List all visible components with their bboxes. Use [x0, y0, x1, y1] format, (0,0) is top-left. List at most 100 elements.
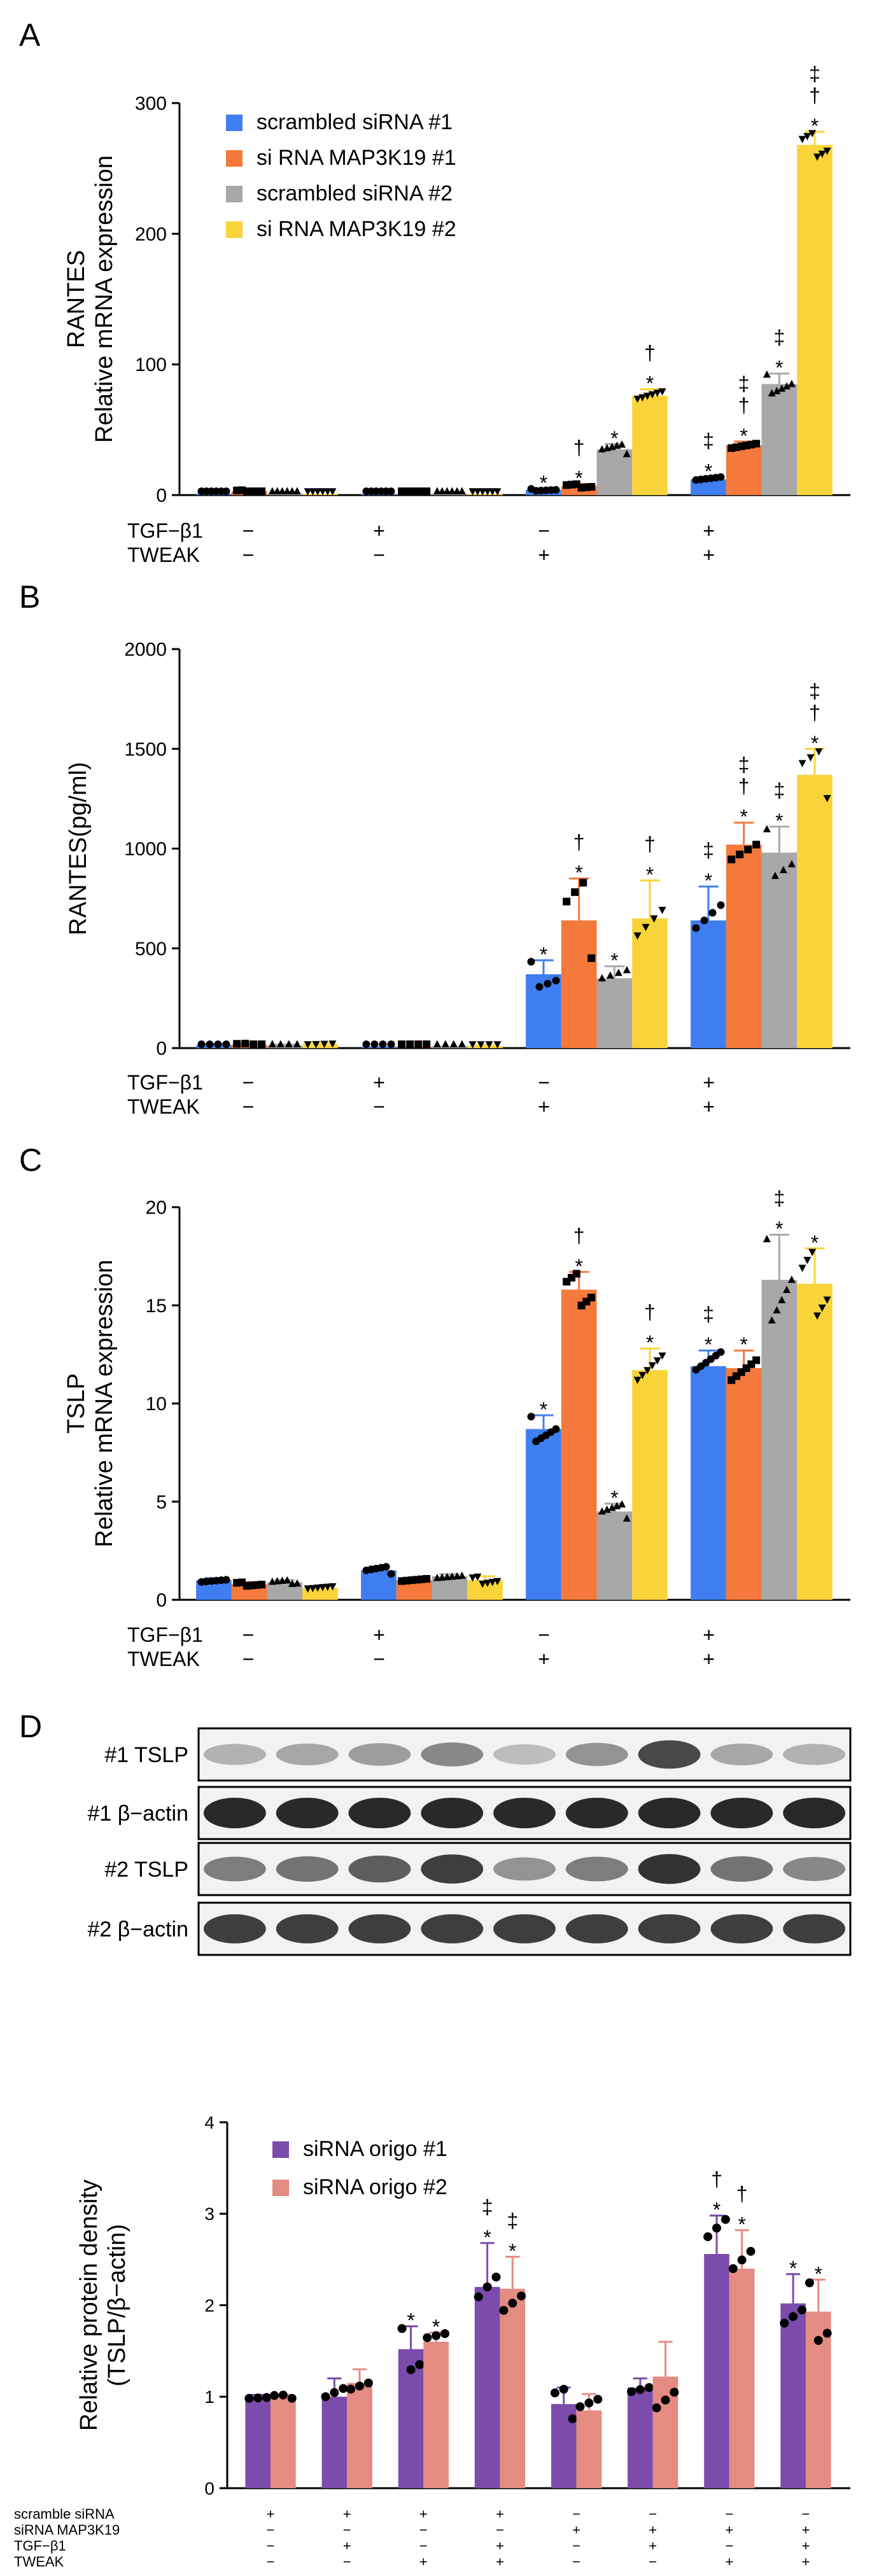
data-point [752, 440, 761, 448]
chart-panel-a: A 0 100 200 300 RANTES Relative mRNA expressio… [19, 17, 850, 566]
data-point [517, 2291, 526, 2300]
significance-mark: * [811, 732, 819, 755]
data-point [633, 395, 642, 403]
y-tick-label: 0 [156, 1039, 167, 1060]
condition-symbol: − [267, 2522, 275, 2538]
y-axis-label: RANTES [63, 250, 90, 348]
significance-mark: * [483, 2226, 491, 2249]
significance-mark: * [509, 2239, 516, 2262]
significance-mark: * [646, 1331, 654, 1354]
bar-a-0-1 [361, 493, 397, 495]
data-point [622, 449, 631, 458]
data-point [527, 958, 535, 966]
data-point [312, 1040, 320, 1049]
blot-band [348, 1797, 411, 1829]
blot-row-label: #1 TSLP [104, 1743, 188, 1767]
data-point [479, 488, 487, 496]
y-tick-label: 0 [156, 1590, 167, 1611]
significance-mark: † [644, 1301, 656, 1324]
data-point [468, 1041, 477, 1049]
condition-symbol: − [649, 2506, 657, 2522]
data-point [771, 871, 779, 879]
condition-symbol: − [243, 519, 255, 542]
blot-band [783, 1797, 846, 1829]
data-point [423, 1040, 431, 1048]
condition-symbol: + [802, 2522, 810, 2538]
data-point [206, 1040, 214, 1048]
significance-mark: * [610, 1487, 618, 1509]
bar-b-1-1 [396, 1046, 432, 1048]
bar-c-0-2 [526, 1429, 561, 1600]
data-point [355, 2381, 365, 2391]
data-point [593, 2395, 603, 2404]
data-point [440, 2329, 450, 2339]
significance-mark: † [736, 2183, 748, 2206]
y-axis-label: RANTES(pg/ml) [65, 762, 92, 935]
data-point [803, 1257, 812, 1264]
condition-symbol: + [373, 1623, 385, 1646]
significance-mark: ‡ [703, 1303, 714, 1326]
condition-row-label: TWEAK [127, 1095, 200, 1118]
condition-symbol: − [267, 2554, 275, 2570]
data-point [458, 487, 466, 494]
data-point [606, 971, 614, 979]
condition-symbol: − [243, 1623, 255, 1646]
data-point [477, 1041, 485, 1049]
data-point [493, 488, 502, 496]
significance-mark: † [573, 437, 585, 459]
data-point [438, 487, 446, 494]
significance-mark: ‡ [703, 429, 714, 452]
data-point [423, 2333, 432, 2342]
data-point [798, 136, 806, 144]
bar-c-2-2 [596, 1511, 633, 1600]
significance-mark: ‡ [482, 2195, 493, 2218]
data-point [700, 916, 708, 925]
data-point [508, 2299, 517, 2308]
data-point [806, 754, 815, 762]
significance-mark: † [644, 342, 656, 365]
condition-symbol: + [703, 1623, 715, 1646]
y-tick-label: 500 [135, 939, 167, 960]
data-point [283, 487, 292, 494]
bar-a-2-3 [761, 384, 798, 495]
panel-letter-b: B [19, 579, 40, 615]
data-point [579, 879, 587, 887]
condition-symbol: + [496, 2538, 504, 2554]
blot-band [276, 1743, 339, 1766]
bar-d-0-1 [321, 2397, 348, 2488]
condition-symbol: − [373, 543, 385, 566]
data-point [493, 1578, 502, 1586]
data-point [448, 487, 456, 494]
blot-row-label: #2 TSLP [104, 1858, 188, 1882]
data-point [805, 2278, 814, 2288]
significance-mark: * [775, 1217, 783, 1240]
data-point [328, 1040, 337, 1048]
bar-b-3-3 [797, 774, 833, 1048]
bar-c-3-3 [797, 1284, 833, 1600]
data-point [571, 888, 579, 896]
data-point [214, 1040, 222, 1048]
condition-symbol: + [419, 2554, 428, 2570]
data-point [287, 2393, 297, 2403]
condition-row-label: siRNA MAP3K19 [14, 2522, 120, 2538]
y-tick-label: 20 [146, 1198, 167, 1219]
significance-mark: * [575, 1255, 582, 1278]
condition-symbol: + [703, 543, 715, 566]
data-point [744, 845, 752, 853]
condition-symbol: + [496, 2554, 504, 2570]
significance-mark: † [738, 775, 750, 798]
data-point [652, 2403, 661, 2412]
significance-mark: * [738, 2213, 745, 2236]
condition-symbol: + [802, 2554, 810, 2570]
condition-row-label: TGF−β1 [127, 1071, 203, 1094]
blot-band [276, 1856, 339, 1882]
data-point [268, 487, 276, 494]
y-tick-label: 100 [135, 354, 167, 375]
significance-mark: * [540, 472, 547, 494]
bar-b-2-2 [596, 978, 633, 1048]
data-point [658, 1352, 666, 1360]
blot-band [638, 1740, 701, 1769]
data-point [763, 370, 771, 378]
data-point [474, 1573, 482, 1581]
